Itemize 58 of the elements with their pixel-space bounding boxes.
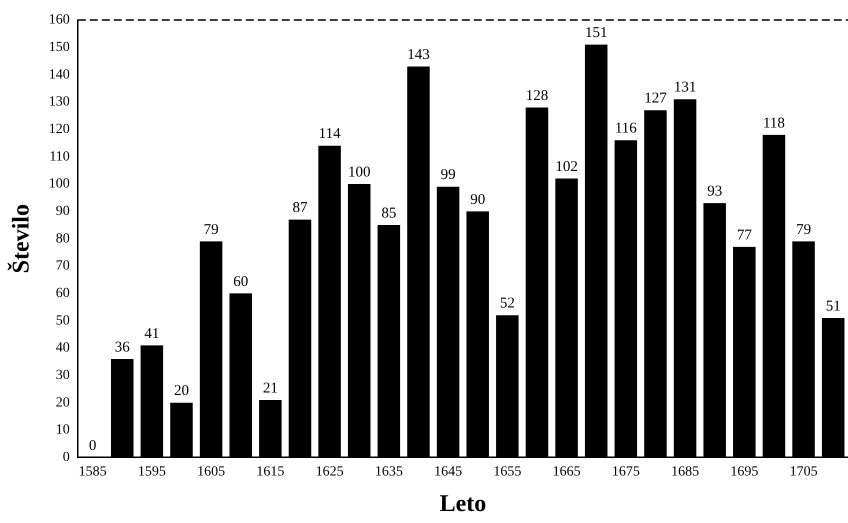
data-label: 99 bbox=[440, 167, 456, 184]
data-label: 52 bbox=[500, 296, 515, 312]
data-label: 93 bbox=[707, 184, 722, 200]
y-axis-title: Število bbox=[8, 204, 35, 274]
x-tick-label: 1645 bbox=[434, 464, 462, 480]
y-tick-label: 130 bbox=[48, 94, 70, 110]
x-tick-label: 1675 bbox=[612, 464, 640, 480]
data-label: 0 bbox=[88, 438, 96, 454]
y-tick-label: 160 bbox=[48, 12, 70, 28]
data-label: 20 bbox=[174, 383, 189, 400]
y-tick-label: 90 bbox=[56, 204, 70, 220]
x-tick-label: 1615 bbox=[256, 464, 284, 480]
data-label: 114 bbox=[318, 126, 342, 142]
x-tick-label: 1635 bbox=[374, 464, 403, 480]
x-tick-label: 1625 bbox=[316, 464, 344, 480]
data-label: 100 bbox=[348, 164, 370, 180]
x-axis-title: Leto bbox=[440, 490, 486, 517]
data-label: 87 bbox=[292, 200, 308, 216]
data-label: 79 bbox=[204, 222, 219, 238]
x-tick-label: 1605 bbox=[197, 464, 226, 480]
y-tick-label: 30 bbox=[56, 368, 70, 384]
y-tick-label: 20 bbox=[56, 395, 70, 410]
y-tick-label: 0 bbox=[62, 450, 70, 466]
data-label: 128 bbox=[526, 88, 548, 104]
x-tick-label: 1705 bbox=[790, 464, 818, 480]
y-tick-label: 70 bbox=[56, 258, 70, 274]
data-label: 85 bbox=[381, 205, 396, 222]
data-label: 131 bbox=[674, 80, 696, 96]
x-tick-label: 1585 bbox=[78, 464, 107, 480]
y-tick-label: 80 bbox=[56, 231, 70, 246]
y-tick-label: 100 bbox=[48, 176, 70, 192]
y-tick-label: 150 bbox=[48, 40, 70, 56]
data-label: 51 bbox=[826, 298, 841, 314]
data-label: 21 bbox=[262, 380, 278, 396]
data-label: 60 bbox=[233, 274, 248, 290]
data-label: 36 bbox=[114, 339, 130, 356]
data-label: 151 bbox=[584, 25, 608, 42]
data-label: 90 bbox=[470, 192, 486, 208]
data-label: 116 bbox=[614, 120, 638, 137]
x-tick-label: 1595 bbox=[138, 464, 166, 480]
y-tick-label: 120 bbox=[48, 122, 70, 138]
x-tick-label: 1685 bbox=[671, 464, 700, 480]
x-tick-label: 1655 bbox=[493, 464, 522, 480]
data-label: 127 bbox=[644, 90, 668, 107]
data-label: 79 bbox=[796, 222, 812, 238]
x-tick-label: 1695 bbox=[730, 464, 758, 480]
data-label: 77 bbox=[736, 227, 752, 244]
data-label: 118 bbox=[762, 115, 785, 132]
y-tick-label: 50 bbox=[56, 313, 70, 328]
x-tick-label: 1665 bbox=[552, 464, 581, 480]
y-tick-label: 60 bbox=[56, 286, 70, 302]
y-tick-label: 110 bbox=[49, 149, 70, 164]
y-tick-label: 40 bbox=[56, 340, 70, 356]
data-label: 41 bbox=[144, 326, 160, 342]
y-tick-label: 140 bbox=[48, 67, 70, 82]
data-label: 143 bbox=[407, 46, 430, 63]
data-label: 102 bbox=[555, 158, 578, 175]
y-tick-label: 10 bbox=[56, 422, 70, 438]
